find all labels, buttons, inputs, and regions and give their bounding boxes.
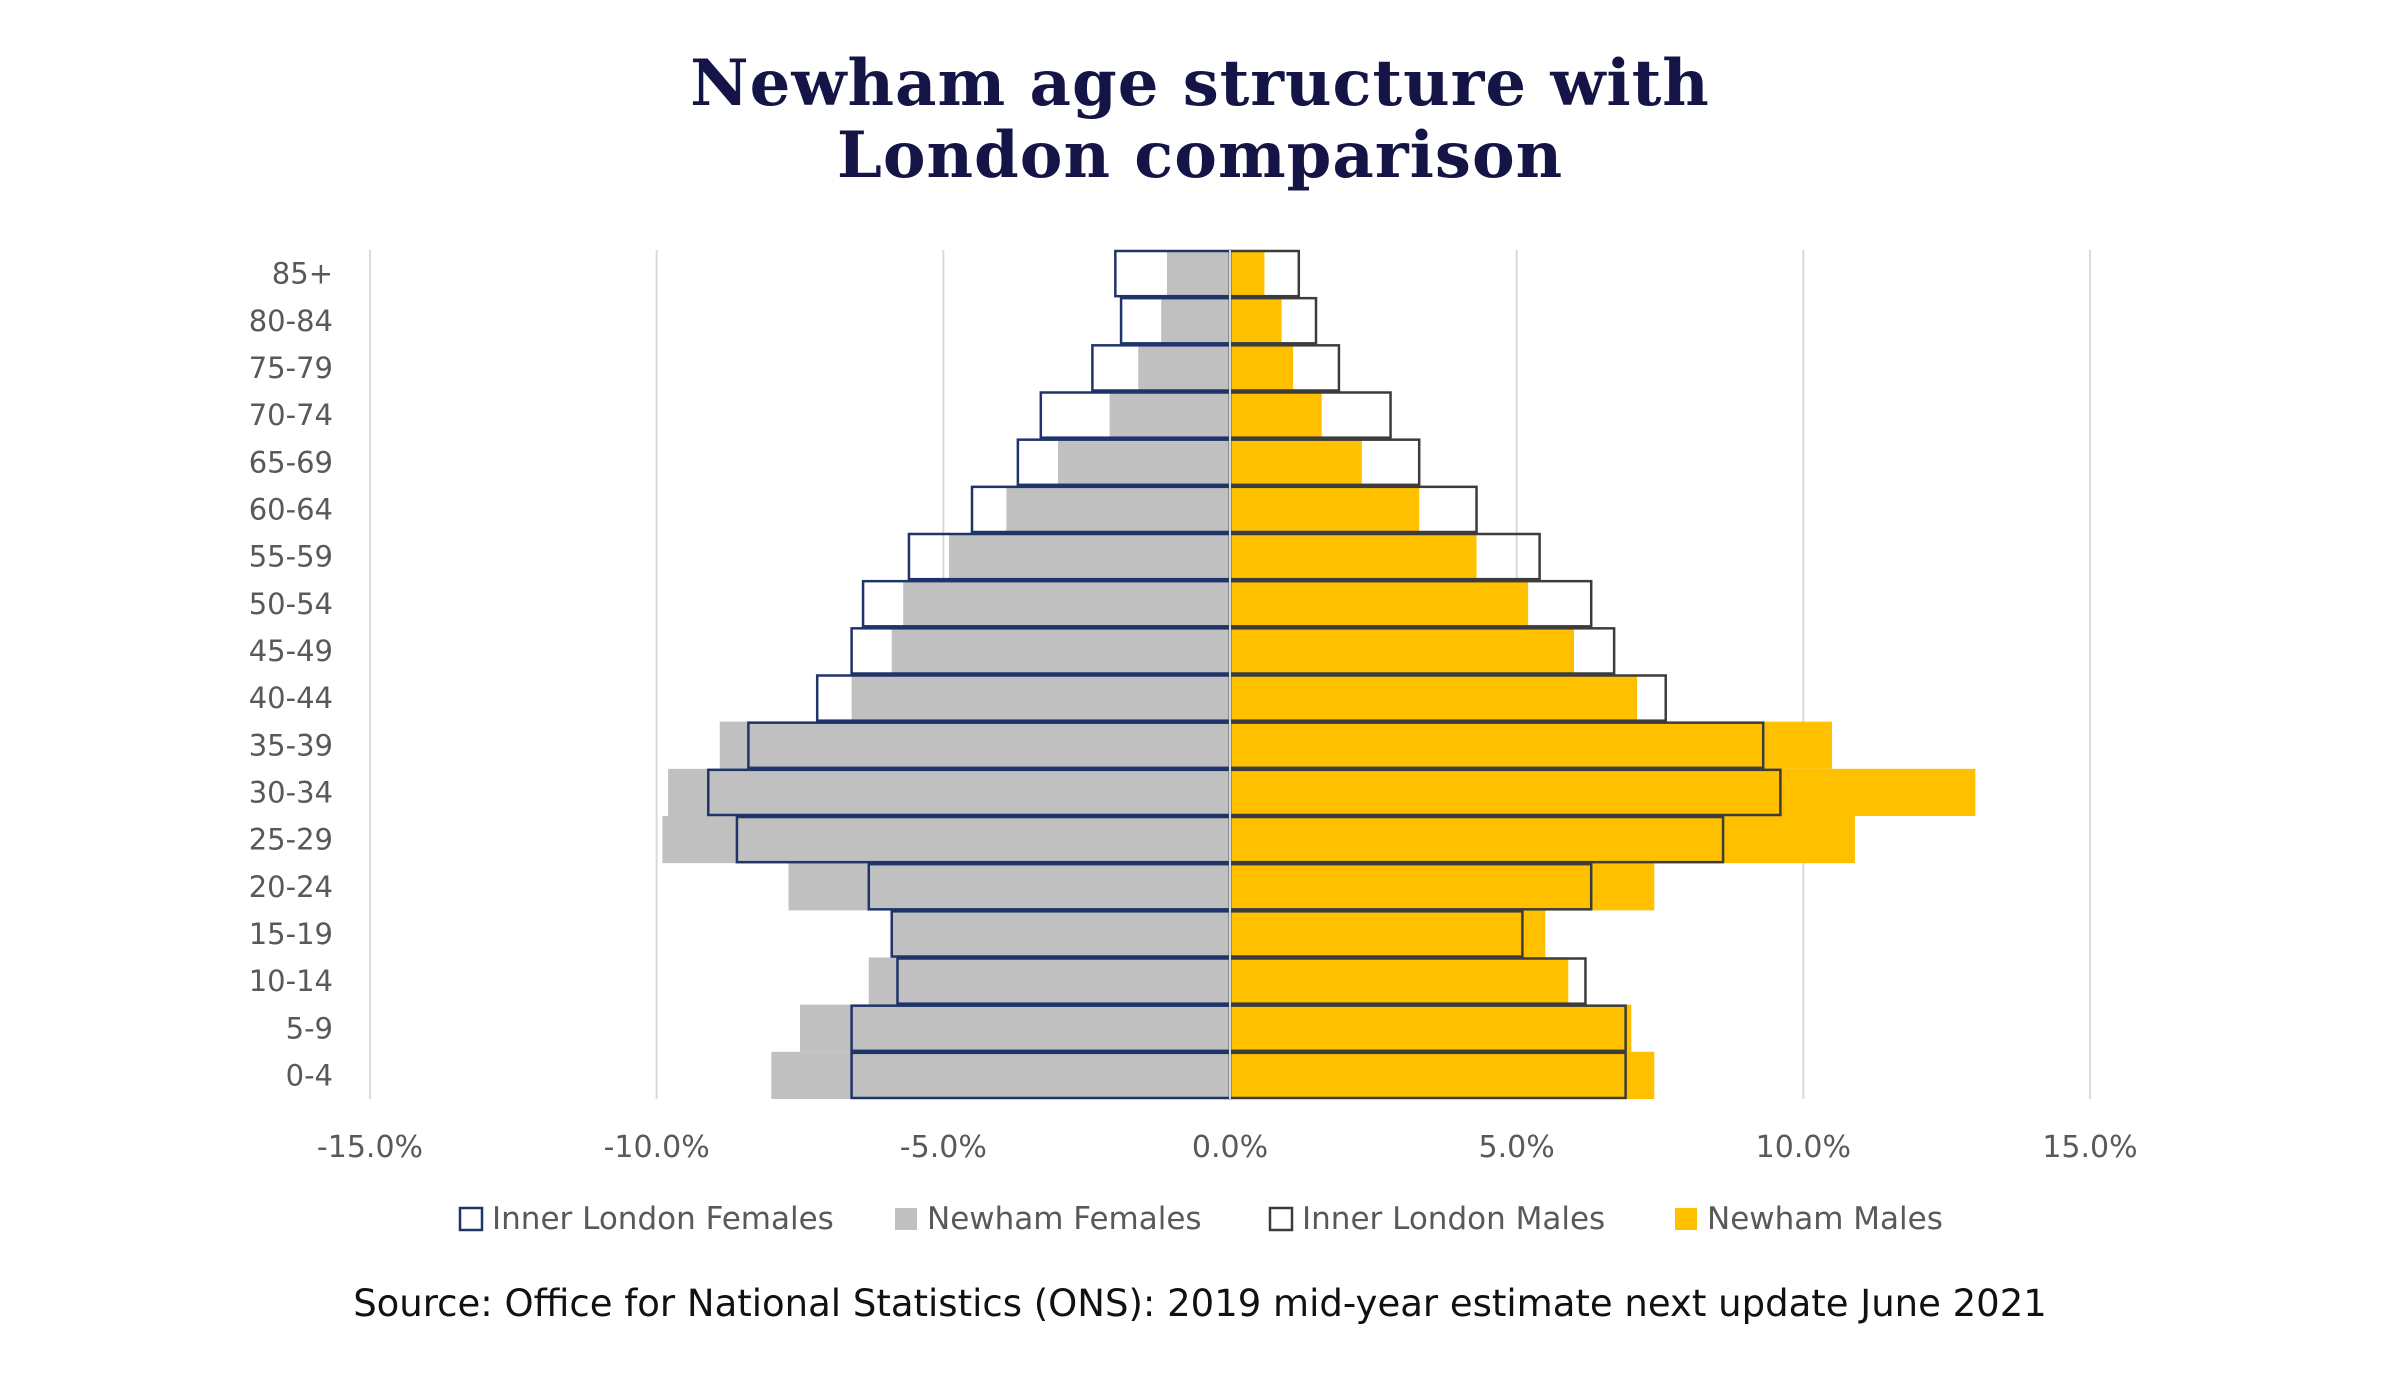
bar-newham-females [949,533,1230,581]
y-category-label: 85+ [272,257,333,291]
x-tick-label: -5.0% [900,1130,987,1165]
source-note: Source: Office for National Statistics (… [353,1282,2047,1325]
y-category-label: 30-34 [249,775,333,809]
y-category-label: 60-64 [249,492,333,526]
bar-newham-females [1006,485,1230,533]
bar-newham-females [662,816,1230,864]
bar-newham-females [1109,391,1230,439]
bar-newham-males [1230,1004,1632,1052]
bar-newham-males [1230,250,1265,298]
y-category-label: 70-74 [249,398,333,432]
legend-swatch [1675,1208,1697,1230]
legend-swatch [458,1206,484,1232]
bar-newham-males [1230,485,1420,533]
bar-newham-males [1230,816,1855,864]
bar-newham-males [1230,910,1546,958]
y-category-label: 75-79 [249,351,333,385]
bar-newham-males [1230,344,1294,392]
x-tick-label: -15.0% [317,1130,423,1165]
y-category-label: 15-19 [249,917,333,951]
bar-newham-females [800,1004,1230,1052]
x-tick-label: -10.0% [604,1130,710,1165]
chart-title-line-1: Newham age structure with [690,46,1710,121]
y-category-label: 40-44 [249,681,333,715]
bar-newham-males [1230,580,1529,628]
bar-newham-males [1230,674,1638,722]
bar-newham-males [1230,438,1362,486]
x-tick-label: 10.0% [1756,1130,1851,1165]
bar-newham-males [1230,863,1655,911]
x-tick-label: 0.0% [1192,1130,1268,1165]
bar-newham-females [719,721,1230,769]
bar-newham-females [1166,250,1230,298]
legend-swatch [895,1208,917,1230]
y-category-label: 65-69 [249,445,333,479]
bar-newham-males [1230,391,1322,439]
bar-newham-females [1161,297,1230,345]
bar-newham-males [1230,627,1574,675]
bar-newham-males [1230,297,1282,345]
bar-newham-females [868,957,1230,1005]
bar-newham-females [903,580,1230,628]
bar-newham-females [788,863,1230,911]
y-category-label: 5-9 [286,1011,333,1045]
y-category-label: 50-54 [249,587,333,621]
bar-newham-males [1230,721,1832,769]
y-category-label: 45-49 [249,634,333,668]
y-category-label: 0-4 [286,1058,333,1092]
x-tick-label: 15.0% [2042,1130,2137,1165]
bar-newham-females [891,627,1230,675]
y-category-label: 80-84 [249,304,333,338]
y-category-label: 10-14 [249,964,333,998]
bar-newham-females [851,674,1230,722]
bar-newham-females [668,768,1230,816]
bar-newham-males [1230,957,1569,1005]
chart-title: Newham age structure with London compari… [0,48,2400,192]
bar-newham-males [1230,1051,1655,1099]
legend-label: Newham Males [1707,1201,1943,1237]
bar-newham-females [1058,438,1230,486]
y-category-label: 25-29 [249,823,333,857]
chart-title-line-2: London comparison [836,118,1564,193]
y-category-label: 20-24 [249,870,333,904]
legend-swatch [1268,1206,1294,1232]
bar-newham-females [771,1051,1230,1099]
bar-newham-females [1138,344,1230,392]
legend-label: Inner London Males [1302,1201,1605,1237]
bar-newham-females [891,910,1230,958]
legend-label: Inner London Females [492,1201,834,1237]
bar-newham-males [1230,533,1477,581]
y-category-label: 35-39 [249,728,333,762]
bar-newham-males [1230,768,1976,816]
x-tick-label: 5.0% [1479,1130,1555,1165]
y-category-label: 55-59 [249,540,333,574]
legend-label: Newham Females [927,1201,1202,1237]
